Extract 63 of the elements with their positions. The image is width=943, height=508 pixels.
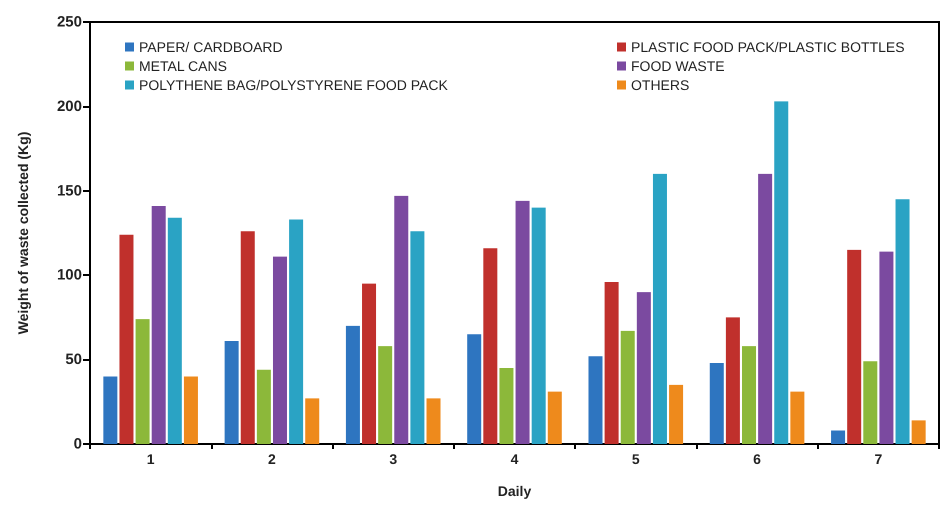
x-tick-label: 2 [268,451,276,467]
bar [499,368,514,444]
legend-label: POLYTHENE BAG/POLYSTYRENE FOOD PACK [139,77,449,93]
bar [362,284,376,444]
bar [394,196,408,444]
bar [879,252,894,444]
bar [240,231,255,444]
bar [136,319,150,444]
legend-label: METAL CANS [139,58,227,74]
bar [184,376,198,444]
bar [912,420,926,444]
bar [410,231,424,444]
bar [742,346,756,444]
bar [168,218,182,444]
bar [256,370,271,444]
x-tick-label: 1 [146,451,155,467]
y-tick-label: 100 [56,266,82,284]
bar [831,430,846,444]
y-axis-title: Weight of waste collected (Kg) [15,132,31,334]
bar [863,361,878,444]
bar [620,330,635,444]
bar [426,398,441,444]
bar [346,326,360,444]
x-axis-title: Daily [498,483,532,499]
y-tick-label: 200 [56,98,82,115]
bar [548,392,562,444]
bar [636,292,651,444]
bar [272,256,287,444]
y-tick-label: 150 [56,182,82,200]
bar [516,200,530,444]
x-tick-label: 4 [510,451,519,467]
legend-label: PLASTIC FOOD PACK/PLASTIC BOTTLES [631,39,905,55]
bar [119,234,134,444]
bar [604,282,619,444]
bar [669,384,684,444]
x-tick-label: 7 [874,451,882,467]
legend-label: PAPER/ CARDBOARD [139,39,283,55]
y-tick-label: 50 [65,351,82,368]
x-tick-label: 5 [632,451,640,467]
legend-label: FOOD WASTE [631,58,725,74]
bar [152,206,166,444]
bar [726,317,740,444]
bar [790,392,804,444]
bar [758,174,772,444]
legend-label: OTHERS [631,77,690,93]
bar [710,362,724,444]
y-tick-label: 0 [74,436,82,452]
bar [652,174,667,444]
bar [305,398,320,444]
bar [378,346,392,444]
bar [588,356,602,444]
bar [289,219,304,444]
y-tick-label: 250 [56,14,82,30]
x-tick-label: 6 [753,451,762,467]
bar [103,376,118,444]
bar [847,250,862,444]
bar [483,248,498,444]
bar [774,101,788,444]
bar [532,208,546,444]
bar [896,199,910,444]
bar [224,341,239,444]
bar [467,334,482,444]
x-tick-label: 3 [389,451,398,467]
